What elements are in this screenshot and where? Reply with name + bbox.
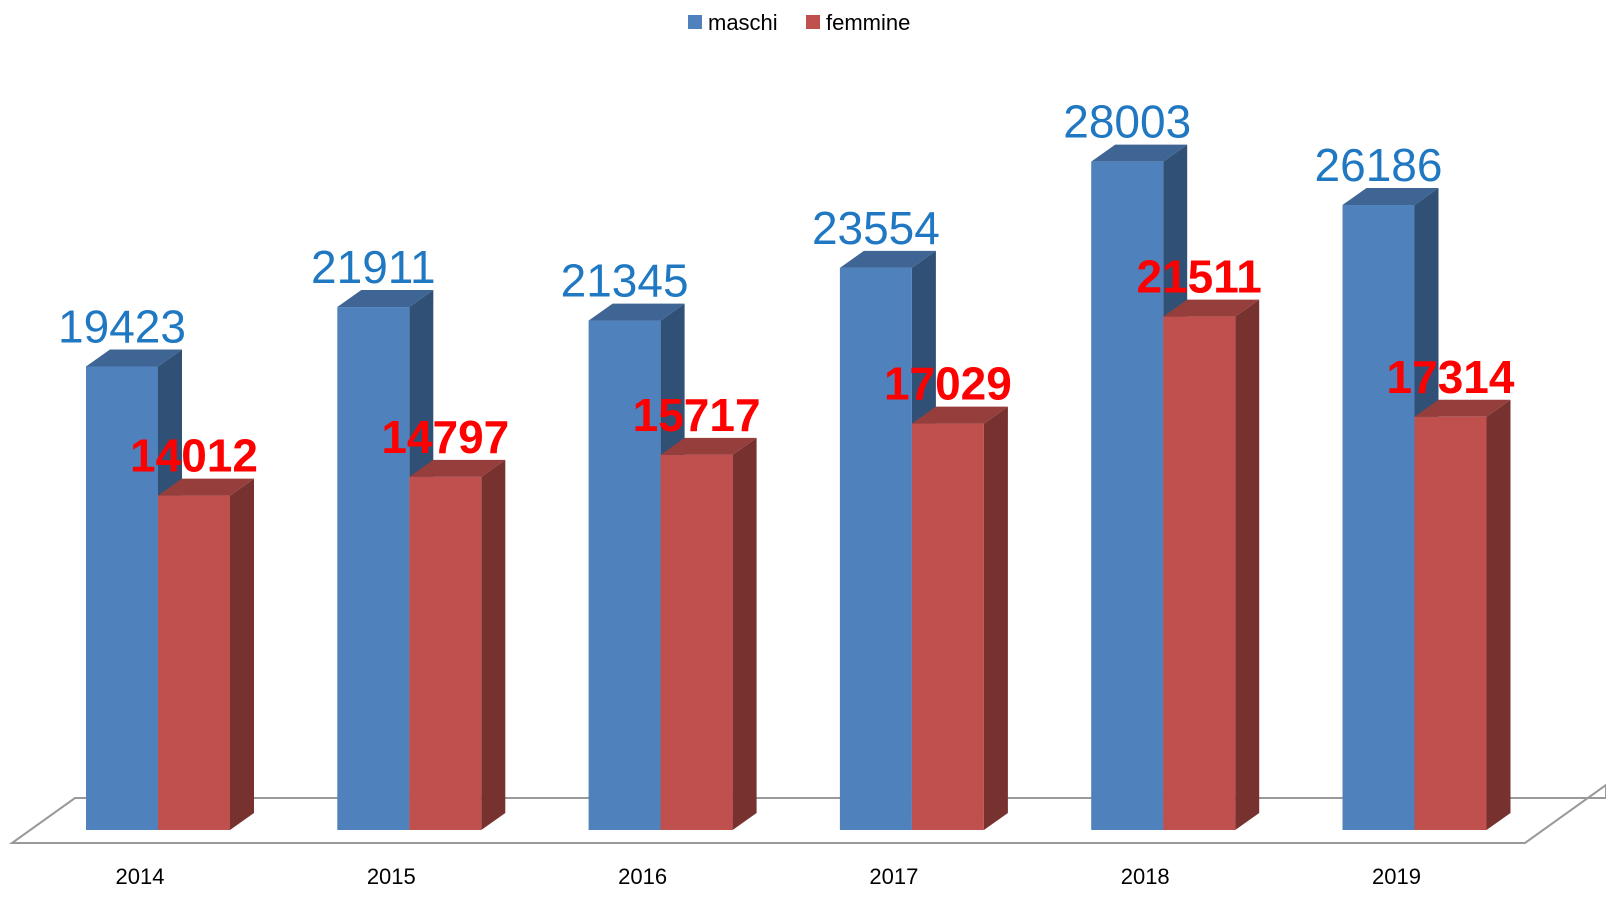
bar <box>1091 161 1164 830</box>
bar <box>86 366 158 830</box>
bar-top <box>839 250 936 268</box>
x-tick-label: 2018 <box>1121 864 1170 889</box>
x-tick-label: 2016 <box>618 864 667 889</box>
data-label: 21911 <box>311 241 436 293</box>
data-label: 28003 <box>1063 96 1191 148</box>
bar <box>1342 205 1415 830</box>
legend-label: femmine <box>826 10 910 35</box>
bar-top <box>337 290 434 308</box>
bar-top <box>158 478 254 496</box>
bar-side <box>230 478 254 830</box>
legend-label: maschi <box>708 10 778 35</box>
data-label: 17029 <box>884 358 1012 410</box>
data-label: 17314 <box>1387 351 1515 403</box>
bar-top <box>1163 299 1260 317</box>
legend-swatch <box>806 15 820 29</box>
bar <box>660 454 733 830</box>
x-tick-label: 2015 <box>367 864 416 889</box>
bar-top <box>1091 144 1188 162</box>
data-label: 21511 <box>1137 251 1262 303</box>
data-label: 26186 <box>1315 139 1443 191</box>
bar <box>409 476 482 830</box>
data-label: 14012 <box>130 430 258 482</box>
data-label: 21345 <box>561 255 689 307</box>
bar-side <box>732 437 757 830</box>
bar-top <box>911 406 1008 424</box>
bar <box>839 267 912 830</box>
x-tick-label: 2014 <box>116 864 165 889</box>
bar <box>337 307 410 830</box>
bar-side <box>481 459 506 830</box>
x-tick-label: 2019 <box>1372 864 1421 889</box>
bar-top <box>588 303 685 321</box>
bar-side <box>1235 299 1260 830</box>
x-tick-label: 2017 <box>869 864 918 889</box>
bar-side <box>983 406 1008 830</box>
bar <box>1163 316 1236 830</box>
bar-top <box>1342 188 1439 206</box>
bar-top <box>86 349 182 367</box>
bar <box>588 320 661 830</box>
legend-swatch <box>688 15 702 29</box>
bar <box>911 423 984 830</box>
data-label: 23554 <box>812 202 940 254</box>
data-label: 19423 <box>58 300 186 352</box>
bar-top <box>409 459 506 477</box>
data-label: 15717 <box>633 389 761 441</box>
data-label: 14797 <box>381 411 509 463</box>
bar <box>1414 416 1487 830</box>
bar <box>158 495 230 830</box>
bar-side <box>1486 399 1511 830</box>
bar-top <box>1414 399 1511 417</box>
bar-top <box>660 437 757 455</box>
